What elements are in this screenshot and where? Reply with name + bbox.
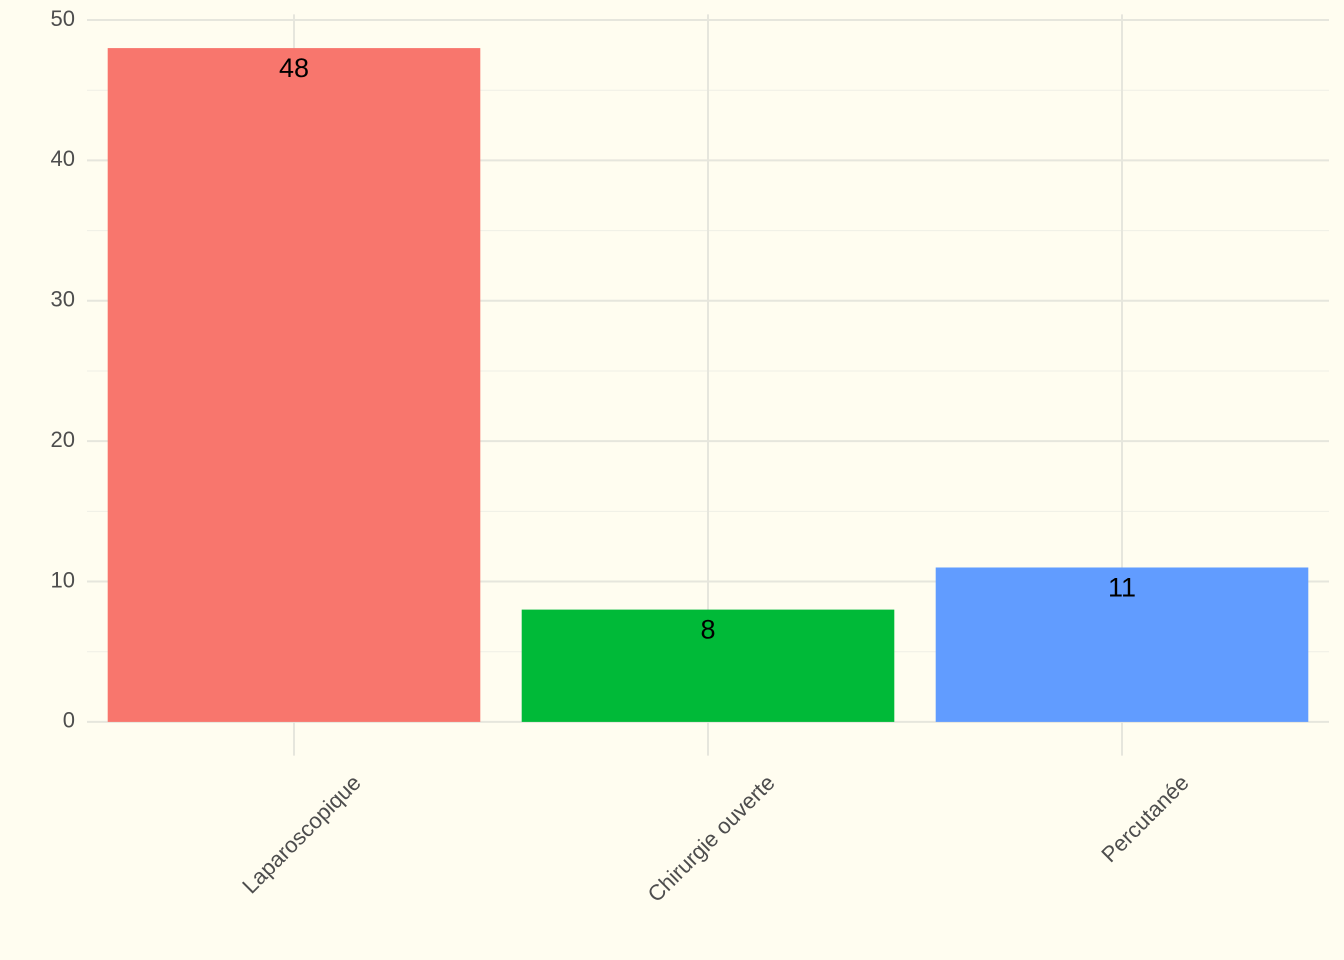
y-tick-label: 50: [51, 6, 75, 31]
y-tick-label: 40: [51, 146, 75, 171]
y-tick-label: 30: [51, 287, 75, 312]
value-label: 8: [700, 615, 715, 645]
x-tick-label: Percutanée: [1096, 770, 1193, 867]
bar: [521, 609, 895, 722]
bar: [935, 567, 1309, 722]
y-tick-label: 10: [51, 567, 75, 592]
x-tick-label: Chirurgie ouverte: [643, 770, 780, 907]
y-tick-label: 20: [51, 427, 75, 452]
value-label: 11: [1108, 573, 1136, 603]
bar: [107, 48, 481, 722]
x-tick-label: Laparoscopique: [237, 770, 365, 898]
value-label: 48: [279, 53, 309, 83]
y-tick-label: 0: [63, 708, 75, 733]
